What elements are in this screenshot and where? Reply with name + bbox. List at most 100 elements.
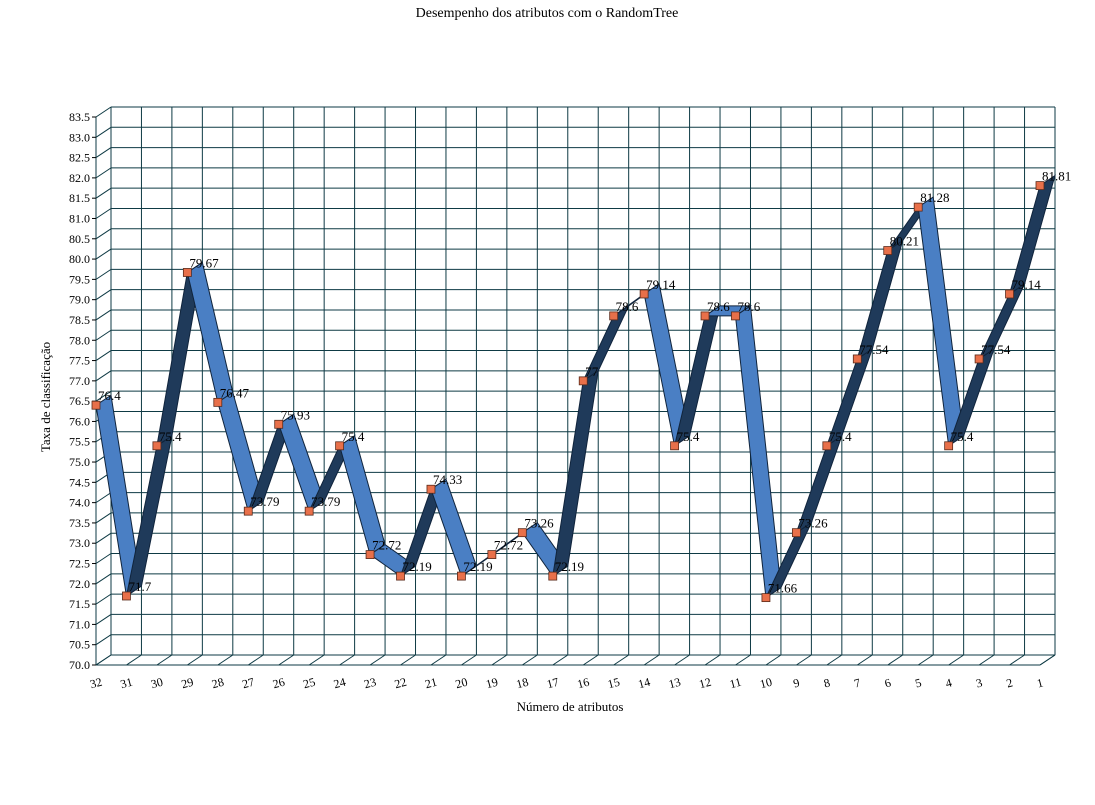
data-point [396, 571, 405, 581]
x-tick-label: 29 [180, 675, 195, 692]
gridline-depth-floor [187, 654, 203, 666]
data-label: 73.26 [524, 516, 554, 531]
gridline-depth-left [95, 106, 112, 118]
gridline-depth-floor [156, 654, 173, 666]
gridline-depth-left [95, 553, 112, 564]
y-tick-label: 82.5 [69, 151, 90, 165]
gridline-depth-floor [522, 654, 538, 666]
x-axis-title: Número de atributos [517, 699, 624, 714]
data-point [1005, 289, 1014, 299]
chart-title: Desempenho dos atributos com o RandomTre… [416, 6, 679, 21]
y-tick-label: 83.0 [69, 130, 90, 144]
data-label: 71.66 [768, 581, 798, 596]
gridline-depth-left [95, 593, 112, 605]
x-tick-label: 32 [88, 675, 103, 692]
y-tick-label: 77.5 [69, 354, 90, 368]
data-point [304, 506, 314, 516]
x-tick-label: 24 [332, 675, 347, 692]
gridline-depth-floor [369, 654, 386, 666]
series-segment [917, 196, 965, 447]
data-point [578, 376, 588, 386]
x-tick-label: 19 [484, 675, 499, 692]
data-point [274, 419, 284, 429]
gridline-depth-floor [917, 654, 934, 666]
data-label: 72.19 [555, 559, 584, 574]
gridline-depth-left [95, 350, 112, 361]
y-tick-label: 73.5 [69, 516, 90, 530]
gridline-depth-floor [278, 654, 294, 666]
data-label: 81.81 [1042, 169, 1071, 184]
data-label: 77.54 [859, 342, 889, 357]
data-label: 72.72 [372, 538, 401, 553]
series-segment [186, 261, 234, 404]
gridline-depth-floor [582, 654, 599, 666]
gridline-depth-left [95, 167, 112, 179]
gridline-depth-left [95, 573, 112, 585]
y-tick-label: 76.0 [69, 414, 90, 428]
data-point [426, 484, 436, 494]
y-tick-label: 78.5 [69, 313, 90, 327]
series-segment [125, 434, 173, 598]
gridline-depth-left [95, 390, 112, 402]
gridline-depth-floor [948, 654, 964, 666]
x-tick-label: 21 [423, 675, 438, 692]
data-label: 78.6 [737, 299, 760, 314]
data-point [182, 268, 192, 277]
gridline-depth-floor [247, 654, 264, 666]
data-label: 78.6 [707, 299, 730, 314]
x-tick-label: 18 [515, 675, 530, 692]
gridline-depth-floor [613, 654, 629, 666]
data-label: 73.79 [250, 494, 279, 509]
x-tick-label: 13 [667, 675, 682, 692]
data-point [700, 311, 710, 321]
gridline-depth-floor [978, 654, 995, 666]
y-tick-label: 72.0 [69, 577, 90, 591]
data-label: 72.19 [463, 559, 492, 574]
data-label: 79.14 [1012, 277, 1042, 292]
x-tick-label: 10 [758, 675, 773, 692]
data-label: 75.4 [677, 429, 700, 444]
y-tick-label: 73.0 [69, 536, 90, 550]
data-point [335, 441, 345, 451]
y-tick-label: 71.0 [69, 617, 90, 631]
y-tick-label: 72.5 [69, 557, 90, 571]
gridline-depth-left [95, 634, 112, 646]
x-tick-label: 28 [210, 675, 225, 692]
gridline-depth-floor [95, 654, 112, 666]
y-tick-label: 80.0 [69, 252, 90, 266]
data-point [487, 550, 497, 559]
y-tick-label: 82.0 [69, 171, 90, 185]
data-label: 75.4 [829, 429, 852, 444]
x-tick-label: 6 [883, 675, 892, 690]
data-point [213, 397, 223, 407]
data-label: 77 [585, 364, 599, 379]
data-label: 78.6 [616, 299, 639, 314]
gridline-depth-floor [765, 654, 782, 666]
data-point [670, 441, 679, 451]
x-tick-label: 14 [637, 675, 652, 692]
gridline-depth-floor [674, 654, 690, 666]
data-point [852, 354, 862, 364]
data-label: 80.21 [890, 234, 919, 249]
x-tick-label: 1 [1035, 675, 1044, 690]
gridline-depth-left [95, 492, 112, 504]
gridline-depth-floor [735, 654, 751, 666]
data-point [1035, 181, 1045, 191]
series-markers [91, 181, 1045, 603]
data-point [944, 441, 954, 451]
y-tick-label: 75.0 [69, 455, 90, 469]
data-point [548, 571, 558, 581]
x-tick-label: 22 [393, 675, 408, 692]
y-tick-label: 78.0 [69, 333, 90, 347]
data-point [152, 441, 162, 451]
x-tick-label: 25 [302, 675, 317, 692]
data-point [243, 506, 253, 516]
x-tick-label: 4 [944, 675, 953, 690]
data-label: 81.28 [920, 190, 949, 205]
data-point [883, 246, 893, 255]
gridline-depth-left [95, 208, 112, 219]
y-tick-label: 81.5 [69, 191, 90, 205]
x-tick-label: 15 [606, 675, 621, 692]
data-label: 79.14 [646, 277, 676, 292]
y-tick-label: 76.5 [69, 394, 90, 408]
